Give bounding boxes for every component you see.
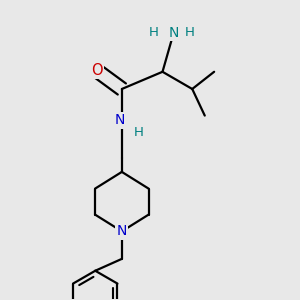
Text: N: N [115,113,125,127]
Text: N: N [117,224,127,238]
Text: H: H [149,26,159,39]
Text: N: N [168,26,179,40]
Text: H: H [185,26,195,39]
Text: O: O [91,63,103,78]
Text: H: H [134,126,144,139]
